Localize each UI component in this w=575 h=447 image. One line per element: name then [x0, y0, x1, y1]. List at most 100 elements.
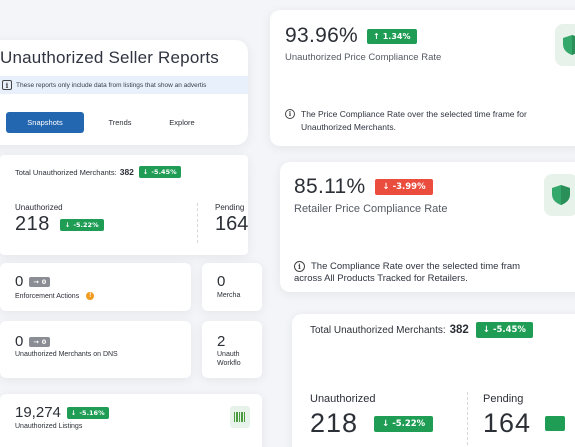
- zoom-unauthorized-row: 218 ↓ -5.22%: [310, 408, 434, 439]
- zoom-pending-label: Pending: [483, 393, 524, 405]
- listings-label: Unauthorized Listings: [15, 423, 83, 430]
- merchants-card: 0 Mercha: [202, 263, 262, 311]
- zoom-unauthorized-value: 218: [310, 408, 359, 438]
- zoom-pending-value: 164: [483, 408, 532, 438]
- merchants-label: Mercha: [217, 292, 241, 299]
- price-compliance-icon-box: [555, 24, 575, 66]
- workflow-label-1: Unauth: [217, 351, 240, 358]
- tab-trends[interactable]: Trends: [100, 112, 140, 133]
- enforcement-change-badge: → 0: [29, 276, 51, 287]
- retailer-compliance-note-line-2: across All Products Tracked for Retailer…: [294, 273, 468, 284]
- retailer-compliance-change: -3.99%: [392, 182, 426, 192]
- retailer-compliance-note-line-1: The Compliance Rate over the selected ti…: [311, 261, 521, 272]
- price-compliance-value-row: 93.96% ↑ 1.34%: [285, 24, 417, 48]
- arrow-down-icon: ↓: [382, 418, 390, 429]
- price-compliance-note: i The Price Compliance Rate over the sel…: [285, 108, 575, 134]
- arrow-down-icon: ↓: [382, 182, 390, 192]
- pending-label: Pending: [215, 203, 245, 212]
- data-notice-text: These reports only include data from lis…: [16, 81, 207, 89]
- zoom-pending-row: 164: [483, 408, 566, 439]
- arrow-down-icon: ↓: [142, 168, 149, 176]
- warning-icon[interactable]: !: [86, 292, 95, 300]
- info-icon: i: [285, 109, 295, 119]
- tab-trends-label: Trends: [108, 118, 132, 127]
- dns-change: 0: [41, 337, 47, 346]
- retailer-compliance-card: 85.11% ↓ -3.99% Retailer Price Complianc…: [280, 162, 575, 292]
- price-compliance-change: 1.34%: [382, 31, 411, 41]
- dns-label: Unauthorized Merchants on DNS: [15, 351, 118, 358]
- zoom-total-change: -5.45%: [492, 325, 526, 335]
- total-merchants-change-badge: ↓ -5.45%: [138, 166, 181, 178]
- enforcement-label: Enforcement Actions: [15, 292, 80, 300]
- unauthorized-row: 218 ↓ -5.22%: [15, 213, 104, 236]
- total-merchants-change: -5.45%: [151, 168, 177, 176]
- tab-explore-label: Explore: [169, 118, 195, 127]
- listings-change-badge: ↓ -5.16%: [66, 406, 109, 419]
- reports-header-card: Unauthorized Seller Reports i These repo…: [0, 40, 248, 145]
- zoom-unauthorized-change: -5.22%: [392, 418, 426, 429]
- arrow-down-icon: ↓: [70, 408, 77, 417]
- data-notice: i These reports only include data from l…: [0, 76, 248, 94]
- zoom-total-change-badge: ↓ -5.45%: [475, 322, 533, 338]
- tab-snapshots-label: Snapshots: [27, 118, 63, 127]
- info-icon: i: [294, 261, 305, 272]
- tab-snapshots[interactable]: Snapshots: [6, 112, 84, 133]
- zoom-divider: [467, 392, 468, 447]
- unauthorized-change-badge: ↓ -5.22%: [59, 218, 104, 231]
- total-merchants-row: Total Unauthorized Merchants: 382 ↓ -5.4…: [15, 166, 181, 178]
- dns-change-badge: → 0: [29, 336, 51, 347]
- enforcement-value: 0: [15, 273, 24, 290]
- dns-card: 0 → 0 Unauthorized Merchants on DNS: [0, 321, 191, 378]
- workflow-value: 2: [217, 333, 226, 350]
- retailer-compliance-icon-box: [544, 174, 575, 216]
- listings-card: 19,274 ↓ -5.16% Unauthorized Listings: [0, 394, 262, 447]
- retailer-compliance-label: Retailer Price Compliance Rate: [294, 203, 448, 215]
- price-compliance-label: Unauthorized Price Compliance Rate: [285, 52, 442, 63]
- arrow-right-icon: →: [33, 337, 39, 346]
- unauthorized-value: 218: [15, 213, 50, 235]
- price-compliance-card: 93.96% ↑ 1.34% Unauthorized Price Compli…: [270, 10, 575, 146]
- enforcement-card: 0 → 0 Enforcement Actions !: [0, 263, 191, 311]
- zoom-total-value: 382: [449, 324, 469, 336]
- total-merchants-value: 382: [119, 167, 134, 177]
- dns-value: 0: [15, 333, 24, 350]
- enforcement-row: 0 → 0: [15, 273, 51, 290]
- zoom-total-row: Total Unauthorized Merchants: 382 ↓ -5.4…: [310, 322, 533, 338]
- enforcement-change: 0: [41, 277, 47, 286]
- enforcement-label-row: Enforcement Actions !: [15, 292, 95, 300]
- summary-divider: [197, 203, 198, 243]
- dns-row: 0 → 0: [15, 333, 51, 350]
- listings-row: 19,274 ↓ -5.16%: [15, 404, 109, 421]
- page-title: Unauthorized Seller Reports: [0, 48, 219, 67]
- barcode-icon: [230, 406, 250, 428]
- retailer-compliance-change-badge: ↓ -3.99%: [375, 179, 433, 195]
- arrow-down-icon: ↓: [482, 325, 490, 335]
- retailer-compliance-note-lines: The Compliance Rate over the selected ti…: [311, 260, 520, 273]
- listings-value: 19,274: [15, 404, 61, 421]
- merchants-value: 0: [217, 273, 226, 290]
- zoom-total-label: Total Unauthorized Merchants:: [310, 324, 446, 336]
- total-merchants-label: Total Unauthorized Merchants:: [15, 167, 117, 177]
- tab-explore[interactable]: Explore: [160, 112, 204, 133]
- workflow-label-2: Workflo: [217, 360, 241, 367]
- retailer-compliance-value: 85.11%: [294, 175, 366, 198]
- unauthorized-label: Unauthorized: [15, 203, 63, 212]
- arrow-down-icon: ↓: [64, 220, 71, 229]
- merchants-zoom-card: Total Unauthorized Merchants: 382 ↓ -5.4…: [292, 314, 575, 447]
- arrow-right-icon: →: [33, 277, 39, 286]
- listings-change: -5.16%: [79, 408, 105, 417]
- info-icon: i: [2, 80, 12, 90]
- price-compliance-note-text: The Price Compliance Rate over the selec…: [301, 109, 527, 132]
- merchants-summary-card: Total Unauthorized Merchants: 382 ↓ -5.4…: [0, 155, 248, 255]
- unauthorized-change: -5.22%: [73, 220, 99, 229]
- zoom-unauthorized-label: Unauthorized: [310, 393, 376, 405]
- retailer-compliance-note: i The Compliance Rate over the selected …: [294, 260, 575, 273]
- workflow-card: 2 Unauth Workflo: [202, 321, 262, 378]
- zoom-unauthorized-change-badge: ↓ -5.22%: [374, 415, 434, 432]
- price-compliance-change-badge: ↑ 1.34%: [367, 28, 417, 44]
- shield-icon: [563, 35, 575, 55]
- arrow-up-icon: ↑: [373, 31, 380, 41]
- retailer-compliance-value-row: 85.11% ↓ -3.99%: [294, 175, 433, 199]
- shield-icon: [552, 185, 570, 205]
- pending-value: 164: [215, 213, 248, 235]
